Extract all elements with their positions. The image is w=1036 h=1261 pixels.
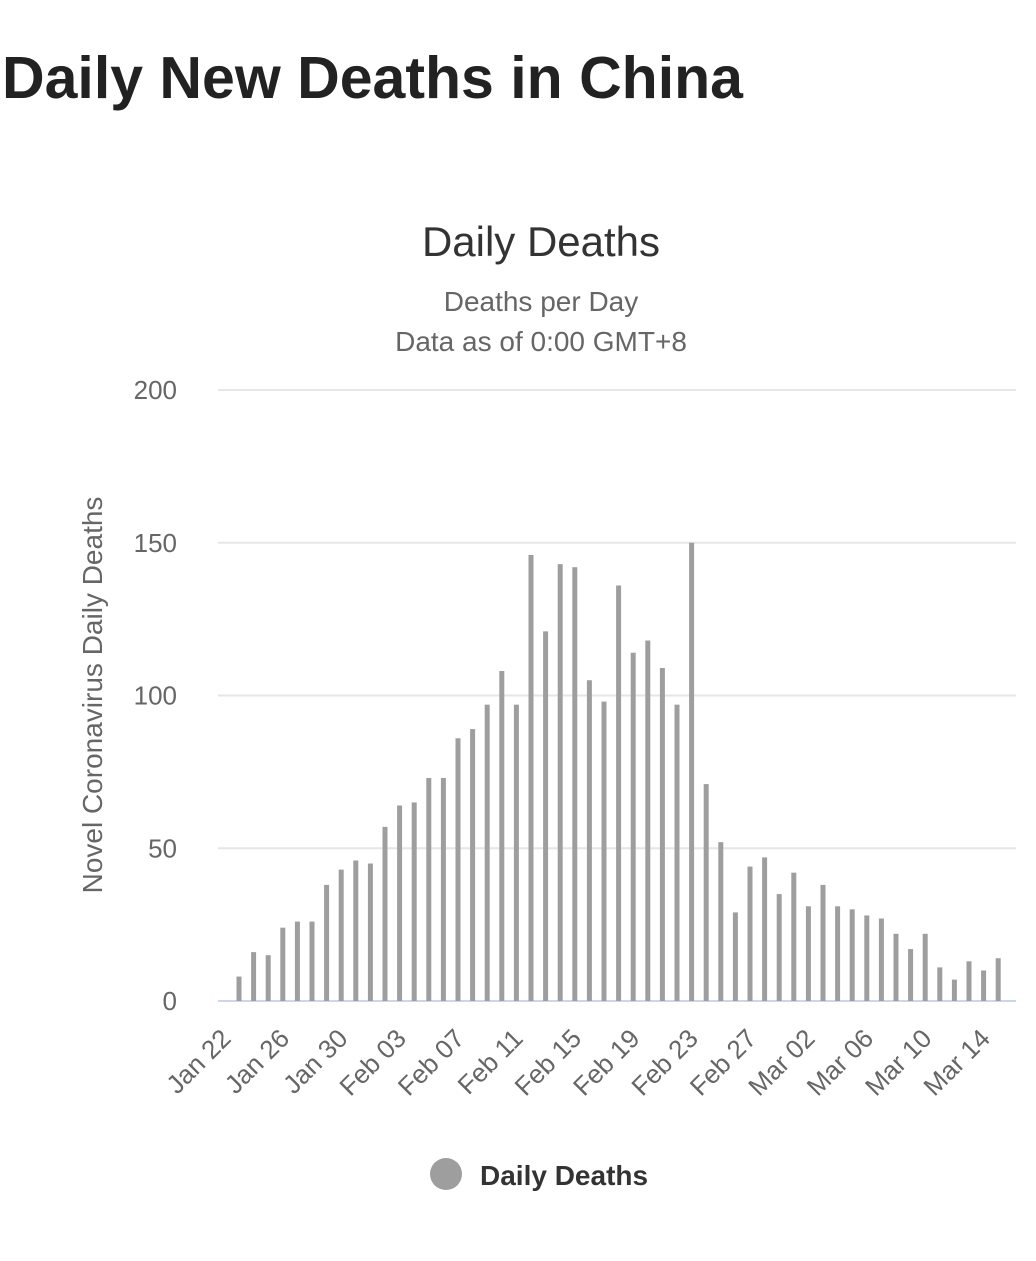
bar-mar-02[interactable] xyxy=(805,906,811,1001)
bar-feb-28[interactable] xyxy=(762,857,768,1001)
chart-subtitle-line-1: Deaths per Day xyxy=(444,286,639,317)
bar-mar-07[interactable] xyxy=(878,918,884,1001)
bar-feb-10[interactable] xyxy=(499,671,505,1001)
x-tick-label-mar-14: Mar 14 xyxy=(917,1023,995,1101)
bar-mar-08[interactable] xyxy=(893,933,899,1001)
bar-feb-04[interactable] xyxy=(411,802,417,1001)
bar-feb-27[interactable] xyxy=(747,866,753,1001)
x-tick-label-jan-22: Jan 22 xyxy=(160,1023,236,1099)
bar-feb-02[interactable] xyxy=(382,826,388,1001)
bar-feb-03[interactable] xyxy=(397,805,403,1001)
bar-feb-26[interactable] xyxy=(732,912,738,1001)
bar-feb-15[interactable] xyxy=(572,567,578,1001)
bar-feb-09[interactable] xyxy=(484,704,490,1001)
bar-feb-21[interactable] xyxy=(659,668,665,1001)
bar-jan-27[interactable] xyxy=(294,921,300,1001)
bar-feb-12[interactable] xyxy=(528,554,534,1001)
bar-jan-31[interactable] xyxy=(353,860,359,1001)
bar-jan-29[interactable] xyxy=(324,884,330,1001)
bar-mar-11[interactable] xyxy=(937,967,943,1001)
chart-title: Daily Deaths xyxy=(422,218,660,265)
x-tick-label-feb-07: Feb 07 xyxy=(392,1023,470,1101)
bar-jan-23[interactable] xyxy=(236,976,242,1001)
bar-feb-01[interactable] xyxy=(367,863,373,1001)
bar-mar-03[interactable] xyxy=(820,884,826,1001)
bars xyxy=(236,542,1001,1001)
bar-mar-04[interactable] xyxy=(835,906,841,1001)
y-tick-label-0: 0 xyxy=(163,986,177,1016)
y-tick-label-150: 150 xyxy=(134,528,177,558)
y-tick-label-100: 100 xyxy=(134,681,177,711)
bar-mar-13[interactable] xyxy=(966,961,972,1001)
legend-label-daily-deaths[interactable]: Daily Deaths xyxy=(480,1160,648,1191)
bar-mar-12[interactable] xyxy=(951,979,957,1001)
bar-jan-26[interactable] xyxy=(280,927,286,1001)
bar-mar-06[interactable] xyxy=(864,915,870,1001)
bar-feb-20[interactable] xyxy=(645,640,651,1001)
legend[interactable]: Daily Deaths xyxy=(430,1158,648,1191)
chart-subtitle-line-2: Data as of 0:00 GMT+8 xyxy=(395,326,687,357)
bar-mar-01[interactable] xyxy=(791,872,797,1001)
bar-feb-07[interactable] xyxy=(455,738,461,1001)
bar-feb-19[interactable] xyxy=(630,652,636,1001)
bar-feb-18[interactable] xyxy=(616,585,622,1001)
bar-feb-17[interactable] xyxy=(601,701,607,1001)
bar-feb-05[interactable] xyxy=(426,777,432,1001)
bar-feb-24[interactable] xyxy=(703,784,709,1001)
bar-jan-28[interactable] xyxy=(309,921,315,1001)
bar-feb-16[interactable] xyxy=(586,680,592,1001)
bar-jan-24[interactable] xyxy=(251,952,257,1001)
bar-jan-25[interactable] xyxy=(265,955,271,1001)
bar-feb-23[interactable] xyxy=(689,542,695,1001)
bar-feb-08[interactable] xyxy=(470,729,476,1001)
y-axis-title: Novel Coronavirus Daily Deaths xyxy=(77,497,108,894)
x-tick-label-jan-26: Jan 26 xyxy=(219,1023,295,1099)
bar-feb-11[interactable] xyxy=(513,704,519,1001)
y-tick-label-200: 200 xyxy=(134,375,177,405)
page-title: Daily New Deaths in China xyxy=(2,45,743,111)
bar-feb-13[interactable] xyxy=(543,631,549,1001)
bar-mar-09[interactable] xyxy=(908,949,914,1001)
bar-jan-30[interactable] xyxy=(338,869,344,1001)
bar-mar-10[interactable] xyxy=(922,933,928,1001)
bar-mar-05[interactable] xyxy=(849,909,855,1001)
bar-mar-14[interactable] xyxy=(981,970,987,1001)
bar-feb-29[interactable] xyxy=(776,894,782,1001)
bar-feb-25[interactable] xyxy=(718,842,724,1001)
bar-mar-15[interactable] xyxy=(995,958,1001,1001)
bar-feb-14[interactable] xyxy=(557,564,563,1001)
legend-marker-icon[interactable] xyxy=(430,1158,462,1190)
y-axis-ticks: 0 50 100 150 200 xyxy=(134,375,177,1016)
y-tick-label-50: 50 xyxy=(148,833,177,863)
bar-feb-22[interactable] xyxy=(674,704,680,1001)
bar-feb-06[interactable] xyxy=(440,777,446,1001)
